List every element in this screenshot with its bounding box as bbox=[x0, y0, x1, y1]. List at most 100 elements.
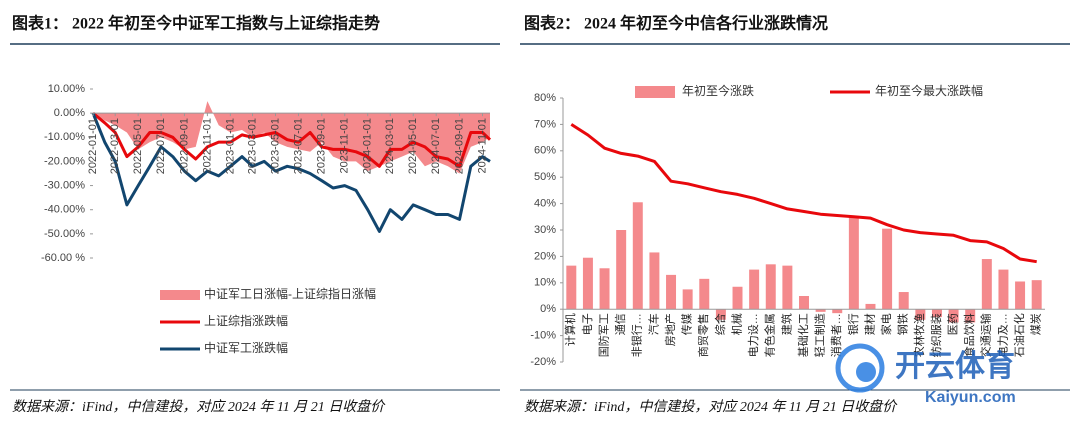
x-tick-label: 2024-11-01 bbox=[476, 118, 488, 173]
x-tick-label: 电力设… bbox=[747, 313, 760, 357]
area bbox=[93, 101, 490, 174]
y-tick-label: 0% bbox=[540, 303, 556, 315]
bar bbox=[981, 259, 992, 310]
y-tick-label: 60% bbox=[534, 145, 556, 157]
bar bbox=[682, 289, 693, 310]
x-tick-label: 2023-11-01 bbox=[339, 118, 351, 173]
y-tick-label: 20% bbox=[534, 250, 556, 262]
bar bbox=[749, 269, 760, 310]
y-tick-label: -60.00 % bbox=[41, 252, 85, 264]
x-tick-label: 房地产 bbox=[663, 313, 677, 346]
x-tick-label: 计算机 bbox=[563, 313, 577, 346]
line bbox=[91, 112, 491, 233]
bar bbox=[1015, 281, 1026, 310]
bar bbox=[649, 252, 660, 310]
x-tick-label: 消费者… bbox=[829, 313, 843, 357]
x-tick-label: 建筑 bbox=[779, 313, 793, 335]
watermark-logo bbox=[835, 343, 885, 393]
bar bbox=[632, 202, 643, 310]
y-tick-label: -50.00% bbox=[44, 228, 85, 240]
bar bbox=[832, 309, 843, 314]
x-tick-label: 家电 bbox=[879, 313, 893, 335]
x-tick-label: 纺织服装 bbox=[929, 313, 943, 357]
watermark-site: Kaiyun.com bbox=[925, 389, 1016, 406]
x-tick-label: 2022-03-01 bbox=[109, 118, 121, 174]
x-tick-label: 2022-01-01 bbox=[87, 118, 99, 174]
x-tick-label: 食品饮料 bbox=[962, 313, 976, 357]
x-tick-label: 建材 bbox=[862, 313, 876, 335]
x-tick-label: 2023-01-01 bbox=[224, 118, 236, 174]
x-tick-label: 电力及… bbox=[996, 313, 1009, 357]
x-tick-label: 2024-01-01 bbox=[362, 118, 374, 174]
bar bbox=[599, 268, 610, 310]
y-tick-label: 40% bbox=[534, 198, 556, 210]
y-tick-label: 80% bbox=[534, 92, 556, 104]
x-tick-label: 通信 bbox=[614, 313, 627, 335]
x-tick-label: 医药 bbox=[946, 313, 959, 335]
y-tick-label: -10% bbox=[530, 330, 556, 342]
x-tick-label: 2024-09-01 bbox=[453, 118, 465, 174]
x-tick-label: 机械 bbox=[729, 313, 743, 335]
x-tick-label: 2023-03-01 bbox=[246, 118, 258, 174]
chart-source: 数据来源：iFind，中信建投，对应 2024 年 11 月 21 日收盘价 bbox=[12, 399, 386, 415]
x-tick-label: 综合 bbox=[713, 313, 727, 335]
bar bbox=[1031, 280, 1042, 310]
x-tick-label: 煤炭 bbox=[1030, 313, 1043, 335]
y-tick-label: -10.00% bbox=[44, 131, 85, 143]
bar bbox=[848, 216, 859, 310]
y-tick-label: 10% bbox=[534, 277, 556, 289]
x-tick-label: 有色金属 bbox=[763, 313, 777, 357]
bar bbox=[915, 309, 926, 320]
legend-label: 年初至今涨跌 bbox=[682, 83, 754, 98]
bar bbox=[998, 269, 1009, 310]
line bbox=[570, 123, 1037, 264]
bar bbox=[782, 265, 793, 310]
x-tick-label: 传媒 bbox=[681, 313, 694, 335]
y-tick-label: 50% bbox=[534, 171, 556, 183]
y-tick-label: -30.00% bbox=[44, 179, 85, 191]
x-tick-label: 2023-05-01 bbox=[269, 118, 281, 174]
x-tick-label: 国防军工 bbox=[596, 313, 610, 357]
bar bbox=[931, 309, 942, 318]
bar bbox=[699, 278, 710, 310]
x-tick-label: 2022-11-01 bbox=[201, 118, 213, 173]
x-tick-label: 2022-09-01 bbox=[178, 118, 190, 174]
legend-label: 中证军工日涨幅-上证综指日涨幅 bbox=[204, 286, 376, 301]
y-tick-label: 10.00% bbox=[48, 83, 86, 95]
x-tick-label: 2024-07-01 bbox=[430, 118, 442, 174]
x-tick-label: 非银行… bbox=[630, 313, 644, 357]
x-tick-label: 交通运输 bbox=[979, 313, 993, 357]
x-tick-label: 商贸零售 bbox=[696, 313, 710, 357]
legend-label: 中证军工涨跌幅 bbox=[204, 340, 288, 355]
x-tick-label: 汽车 bbox=[646, 313, 660, 335]
legend-swatch bbox=[160, 290, 200, 300]
y-tick-label: -40.00% bbox=[44, 204, 85, 216]
bar bbox=[799, 296, 809, 310]
x-tick-label: 农林牧渔 bbox=[912, 313, 926, 357]
bar bbox=[948, 309, 959, 323]
x-tick-label: 2023-07-01 bbox=[292, 118, 304, 174]
chart-source: 数据来源：iFind，中信建投，对应 2024 年 11 月 21 日收盘价 bbox=[524, 399, 898, 415]
x-tick-label: 电子 bbox=[581, 313, 594, 335]
watermark-logo bbox=[856, 362, 876, 382]
x-tick-label: 2022-07-01 bbox=[155, 118, 167, 174]
x-tick-label: 石油石化 bbox=[1012, 313, 1026, 357]
bar bbox=[666, 274, 677, 310]
y-tick-label: -20% bbox=[530, 356, 556, 368]
legend-swatch bbox=[635, 86, 675, 98]
bar bbox=[715, 309, 726, 320]
watermark-name: 开云体育 bbox=[895, 349, 1015, 383]
x-tick-label: 2022-05-01 bbox=[132, 118, 144, 174]
x-tick-label: 基础化工 bbox=[796, 313, 810, 357]
bar bbox=[815, 309, 826, 312]
x-tick-label: 银行 bbox=[846, 313, 860, 335]
x-tick-label: 轻工制造 bbox=[813, 313, 827, 357]
chart-title: 图表1： 2022 年初至今中证军工指数与上证综指走势 bbox=[12, 14, 380, 33]
x-tick-label: 2024-05-01 bbox=[407, 118, 419, 174]
bar bbox=[732, 286, 743, 310]
bar bbox=[898, 292, 909, 310]
legend-label: 年初至今最大涨跌幅 bbox=[875, 83, 983, 98]
y-tick-label: 30% bbox=[534, 224, 556, 236]
x-tick-label: 2023-09-01 bbox=[316, 118, 328, 174]
